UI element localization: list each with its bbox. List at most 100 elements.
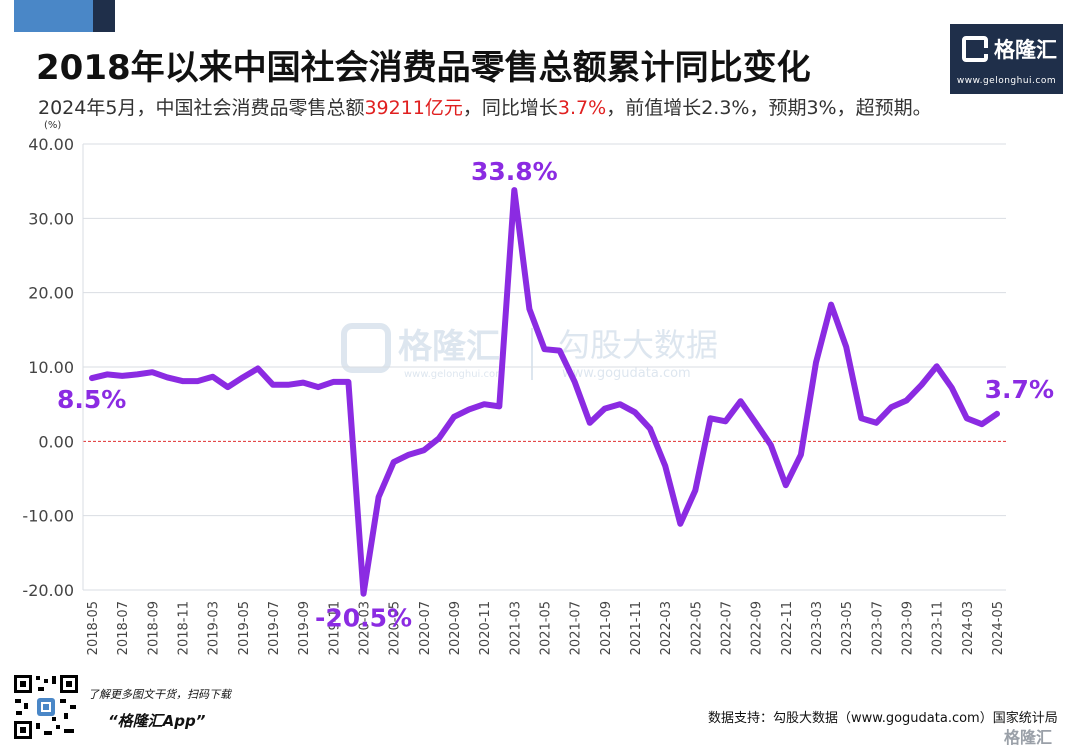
data-point (677, 521, 683, 527)
data-source: 数据支持：勾股大数据（www.gogudata.com）国家统计局 (708, 711, 1058, 726)
data-point (436, 435, 442, 441)
x-tick-label: 2021-05 (539, 601, 554, 655)
x-tick-label: 2019-11 (327, 601, 342, 655)
data-point (360, 591, 367, 597)
data-point (89, 375, 95, 381)
data-point (843, 344, 849, 350)
data-point (179, 378, 186, 384)
x-tick-label: 2020-09 (448, 601, 463, 655)
x-tick-label: 2024-05 (991, 601, 1006, 655)
logo-g-icon (962, 36, 988, 62)
series-line (89, 187, 1000, 597)
x-tick-label: 2022-03 (659, 601, 674, 655)
data-point (647, 426, 653, 432)
logo-url: www.gelonghui.com (956, 76, 1057, 86)
data-point (270, 382, 276, 388)
data-point (421, 447, 427, 453)
data-point (707, 415, 714, 421)
page-title: 2018年以来中国社会消费品零售总额累计同比变化 (36, 48, 811, 88)
x-tick-label: 2018-07 (116, 601, 131, 655)
x-tick-label: 2019-07 (267, 601, 282, 655)
x-tick-label: 2022-09 (750, 601, 765, 655)
data-point (345, 379, 352, 385)
data-point (210, 374, 216, 380)
x-tick-label: 2018-11 (177, 601, 192, 655)
data-point (104, 371, 110, 378)
x-tick-label: 2020-07 (418, 601, 433, 655)
x-tick-label: 2023-05 (840, 601, 855, 655)
x-tick-label: 2021-07 (569, 601, 584, 655)
data-point (572, 379, 578, 385)
data-point (934, 363, 940, 369)
data-point (511, 187, 517, 193)
data-point (466, 406, 472, 412)
data-point (194, 378, 201, 384)
data-point (753, 420, 759, 426)
y-tick-label: 20.00 (28, 284, 74, 303)
data-point (979, 421, 985, 427)
data-point (315, 384, 321, 390)
x-tick-label: 2020-11 (478, 601, 493, 655)
y-tick-label: 0.00 (38, 432, 74, 451)
y-tick-label: 40.00 (28, 135, 74, 154)
data-point (149, 369, 155, 375)
subtitle-part-1: 2024年5月，中国社会消费品零售总额 (38, 97, 365, 119)
qr-code-icon[interactable] (12, 673, 80, 741)
x-tick-label: 2024-03 (961, 601, 976, 655)
data-label: -20.5% (315, 604, 412, 633)
data-point (798, 452, 804, 458)
watermark-logo-icon (341, 323, 391, 373)
subtitle-highlight-amount: 39211亿元 (364, 97, 463, 119)
page-subtitle: 2024年5月，中国社会消费品零售总额39211亿元，同比增长3.7%，前值增长… (38, 93, 932, 120)
data-point (662, 463, 668, 469)
watermark-url-2: www.gogudata.com (562, 366, 691, 381)
data-point (451, 414, 457, 420)
data-point (541, 346, 548, 352)
subtitle-part-3: ，前值增长2.3%，预期3%，超预期。 (606, 97, 932, 119)
watermark-url-1: www.gelonghui.com (404, 369, 505, 380)
subtitle-part-2: ，同比增长 (462, 97, 558, 119)
data-point (119, 373, 125, 379)
x-tick-label: 2023-09 (901, 601, 916, 655)
y-tick-label: -20.00 (22, 581, 74, 600)
data-point (632, 409, 638, 415)
data-point (783, 482, 789, 488)
data-point (240, 374, 246, 381)
data-point (481, 401, 487, 407)
data-point (994, 411, 1000, 417)
data-point (692, 487, 698, 493)
data-point (617, 401, 623, 407)
data-label: 3.7% (985, 375, 1054, 404)
data-point (903, 397, 910, 404)
data-point (768, 442, 774, 448)
data-point (918, 382, 925, 388)
x-tick-label: 2021-11 (629, 601, 644, 655)
brand-logo[interactable]: 格隆汇 www.gelonghui.com (950, 24, 1063, 94)
y-tick-label: 30.00 (28, 209, 74, 228)
footer-brand: 格隆汇 (1004, 728, 1053, 747)
x-tick-label: 2019-09 (297, 601, 312, 655)
x-tick-label: 2023-03 (810, 601, 825, 655)
x-tick-label: 2022-05 (689, 601, 704, 655)
data-point (134, 371, 140, 378)
corner-tab-dark (93, 0, 115, 32)
data-point (406, 452, 412, 458)
data-point (964, 415, 970, 421)
data-point (225, 384, 231, 390)
data-point (722, 418, 729, 424)
y-tick-label: 10.00 (28, 358, 74, 377)
x-tick-label: 2018-05 (86, 601, 101, 655)
logo-name: 格隆汇 (994, 38, 1057, 62)
data-point (391, 459, 397, 465)
x-tick-label: 2018-09 (146, 601, 161, 655)
corner-tab (14, 0, 115, 32)
data-label: 8.5% (57, 385, 126, 414)
data-point (587, 420, 593, 426)
data-point (858, 415, 864, 421)
data-point (526, 306, 533, 312)
data-point (330, 379, 336, 385)
data-point (813, 359, 819, 366)
x-tick-label: 2022-07 (720, 601, 735, 655)
promo-app-name: “格隆汇App” (108, 712, 206, 730)
data-point (949, 385, 955, 391)
